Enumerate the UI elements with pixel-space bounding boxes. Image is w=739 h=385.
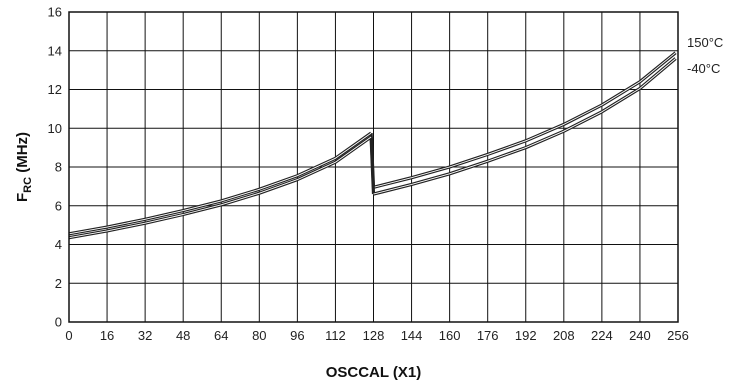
y-axis-title-main: F: [14, 193, 31, 202]
series-line-highlight: [373, 52, 676, 188]
y-tick-label: 16: [48, 5, 62, 20]
series-line-minus40c: [373, 57, 677, 196]
plot-frame: [68, 11, 679, 323]
x-tick-label: 208: [553, 328, 575, 343]
y-tick-label: 14: [48, 43, 62, 58]
x-tick-label: 240: [629, 328, 651, 343]
series-label-150c: 150°C: [687, 35, 723, 50]
x-tick-label: 112: [325, 328, 346, 343]
x-tick-label: 16: [100, 328, 114, 343]
series-line-highlight: [68, 136, 372, 239]
y-axis-title: FRC (MHz): [14, 132, 34, 202]
x-tick-label: 64: [214, 328, 228, 343]
x-axis-title: OSCCAL (X1): [326, 364, 422, 381]
x-tick-label: 256: [667, 328, 689, 343]
x-tick-label: 192: [515, 328, 537, 343]
series-line-highlight: [373, 58, 676, 195]
x-tick-label: 224: [591, 328, 613, 343]
x-tick-label: 0: [65, 328, 72, 343]
y-tick-label: 0: [55, 315, 62, 330]
x-tick-labels: 0 16 32 48 64 80 96 112 128 144 160 176 192 208 224 240…: [65, 328, 688, 343]
y-axis-title-subscript: RC: [22, 177, 34, 193]
series-label-minus40c: -40°C: [687, 61, 720, 76]
x-tick-label: 80: [252, 328, 266, 343]
x-tick-label: 160: [439, 328, 461, 343]
data-series: [68, 51, 677, 240]
y-tick-label: 6: [55, 198, 62, 213]
series-line-minus40c: [68, 135, 373, 240]
y-tick-label: 8: [55, 160, 62, 175]
series-line-150c: [68, 131, 373, 236]
x-tick-label: 144: [401, 328, 423, 343]
y-tick-label: 4: [55, 237, 62, 252]
x-tick-label: 96: [290, 328, 304, 343]
y-tick-labels: 0 2 4 6 8 10 12 14 16: [48, 5, 62, 330]
x-tick-label: 32: [138, 328, 152, 343]
x-tick-label: 128: [363, 328, 385, 343]
series-line-minus40c: [369, 136, 376, 195]
y-tick-label: 10: [48, 121, 62, 136]
y-axis-title-unit: (MHz): [14, 132, 31, 177]
series-labels: 150°C -40°C: [687, 35, 723, 76]
y-tick-label: 12: [48, 82, 62, 97]
x-tick-label: 176: [477, 328, 499, 343]
y-tick-label: 2: [55, 276, 62, 291]
x-tick-label: 48: [176, 328, 190, 343]
series-line-highlight: [68, 132, 372, 235]
